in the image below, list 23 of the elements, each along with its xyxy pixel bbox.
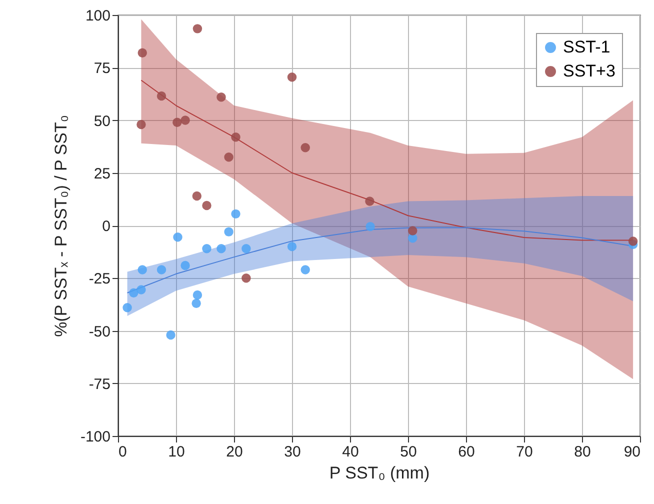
y-tick-label: 50 bbox=[94, 112, 110, 130]
y-tick-label: 75 bbox=[94, 60, 110, 78]
legend-label: SST-1 bbox=[563, 38, 610, 56]
x-tick-label: 30 bbox=[284, 444, 301, 460]
x-tick-label: 40 bbox=[342, 444, 359, 460]
x-tick-label: 20 bbox=[226, 444, 243, 460]
x-tick-label: 0 bbox=[118, 444, 127, 460]
y-tick-label: -25 bbox=[88, 270, 110, 288]
x-tick-label: 80 bbox=[574, 444, 591, 460]
y-tick-label: 100 bbox=[85, 8, 110, 24]
x-axis-title: P SST₀ (mm) bbox=[329, 464, 430, 482]
x-tick-label: 90 bbox=[624, 444, 640, 460]
x-tick-label: 50 bbox=[400, 444, 417, 460]
y-tick-label: -75 bbox=[88, 376, 110, 393]
y-axis-title: %(P SSTₓ - P SST₀) / P SST₀ bbox=[51, 115, 70, 337]
x-tick-label: 60 bbox=[458, 444, 475, 460]
legend-label: SST+3 bbox=[563, 62, 616, 80]
y-tick-label: -100 bbox=[80, 428, 110, 446]
y-tick-label: 25 bbox=[94, 165, 110, 182]
y-tick-label: -50 bbox=[88, 323, 110, 340]
x-tick-label: 10 bbox=[168, 444, 185, 460]
y-tick-label: 0 bbox=[102, 218, 110, 235]
x-tick-label: 70 bbox=[516, 444, 533, 460]
